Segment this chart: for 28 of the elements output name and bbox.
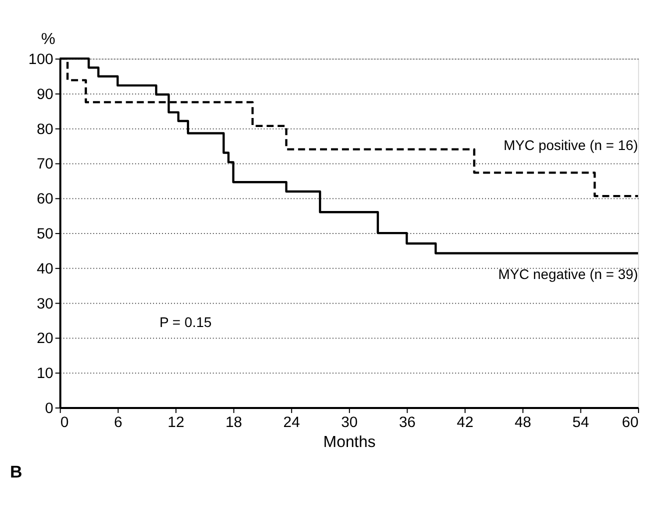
y-tick-label: 50 (36, 226, 54, 243)
y-tick-label: 60 (36, 190, 54, 208)
y-tick-label: 10 (36, 365, 54, 382)
series-label: MYC negative (n = 39) (498, 266, 638, 282)
annotation: P = 0.15 (160, 314, 212, 330)
y-tick-label: 90 (36, 86, 54, 103)
x-tick-label: 0 (60, 414, 69, 431)
series-label: MYC positive (n = 16) (504, 137, 638, 154)
x-tick-label: 24 (283, 414, 300, 431)
y-tick-label: 0 (45, 400, 54, 417)
x-tick-label: 60 (622, 414, 639, 431)
x-axis-title: Months (323, 434, 376, 451)
y-tick-label: 20 (36, 330, 54, 348)
x-tick-label: 36 (398, 414, 416, 431)
x-tick-label: 30 (341, 414, 358, 431)
x-tick-label: 18 (225, 414, 242, 431)
x-tick-label: 42 (456, 414, 474, 431)
x-tick-label: 12 (168, 414, 184, 431)
y-tick-label: 70 (36, 156, 54, 173)
y-tick-label: 30 (36, 295, 54, 312)
y-tick-label: 40 (36, 260, 54, 278)
x-tick-label: 48 (514, 414, 532, 431)
y-tick-label: 100 (28, 51, 54, 68)
x-tick-label: 6 (114, 414, 122, 431)
x-tick-label: 54 (572, 414, 590, 431)
text: B (10, 462, 22, 482)
y-axis-title: % (41, 31, 56, 48)
y-tick-label: 80 (36, 120, 54, 138)
